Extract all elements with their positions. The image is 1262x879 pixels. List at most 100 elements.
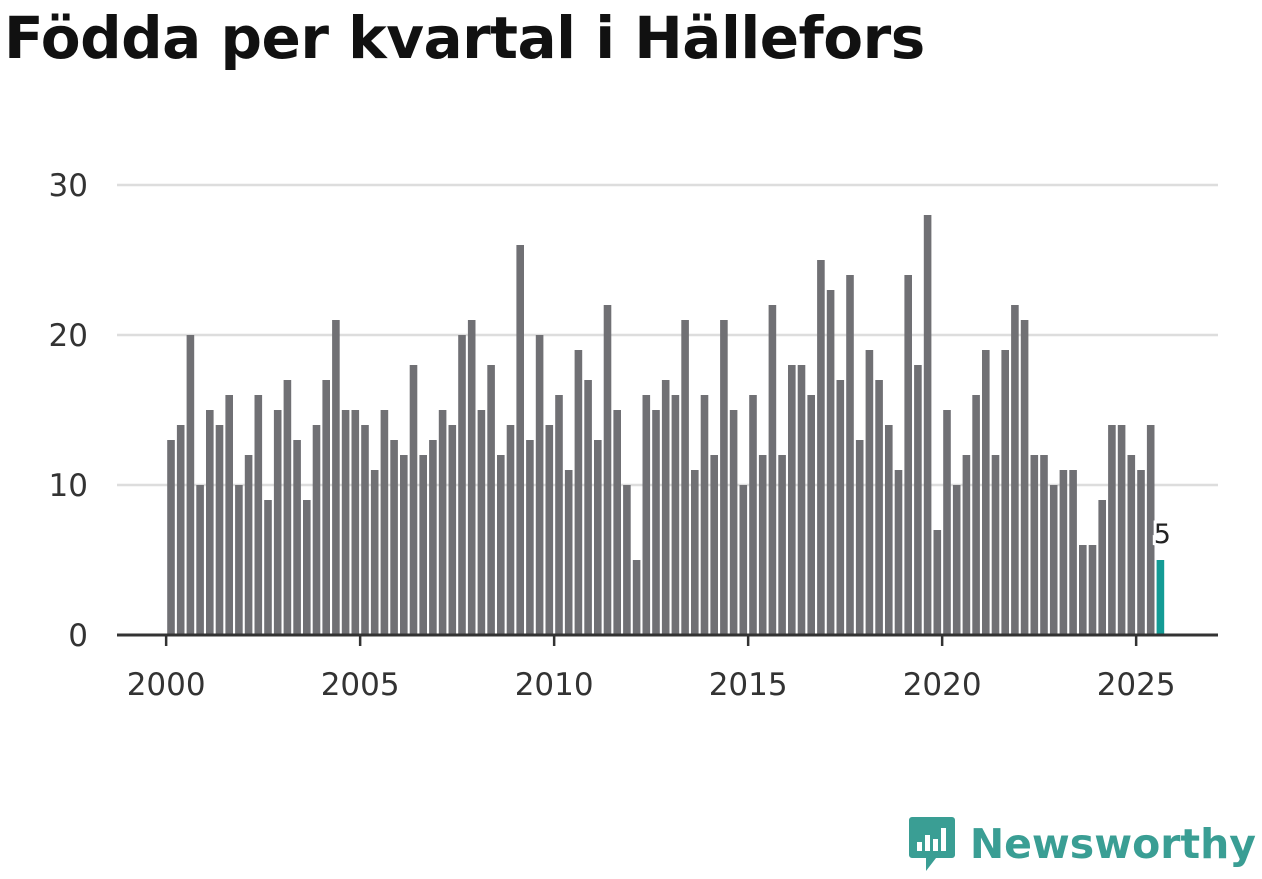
- chart-title: Födda per kvartal i Hällefors: [4, 4, 925, 72]
- bar: [487, 365, 495, 635]
- bar: [526, 440, 534, 635]
- axes: 0 10 20 30 2000 2005 2010 2015 2020 2025: [49, 168, 1218, 703]
- bar: [264, 500, 272, 635]
- y-tick-label-30: 30: [49, 168, 88, 204]
- bar: [846, 275, 854, 635]
- bar: [564, 470, 573, 635]
- y-tick-label-10: 10: [49, 468, 88, 504]
- bar: [390, 440, 398, 635]
- bar: [729, 410, 738, 635]
- bar: [409, 365, 418, 635]
- bar: [875, 380, 883, 635]
- bar: [516, 245, 524, 635]
- bar: [303, 500, 311, 635]
- bar: [885, 425, 893, 635]
- bar: [594, 440, 602, 635]
- bar: [1030, 455, 1039, 635]
- bar: [273, 410, 282, 635]
- bar: [982, 350, 990, 635]
- bar: [914, 365, 922, 635]
- bars: [167, 215, 1165, 635]
- bar: [720, 320, 728, 635]
- bar: [739, 485, 748, 635]
- bar: [1146, 425, 1155, 635]
- bar: [661, 380, 670, 635]
- data-labels: 5: [1151, 516, 1174, 553]
- bar: [322, 380, 330, 635]
- bar: [1059, 470, 1068, 635]
- bar: [700, 395, 709, 635]
- bar: [283, 380, 292, 635]
- y-tick-label-20: 20: [49, 318, 88, 354]
- bar: [254, 395, 263, 635]
- bar: [206, 410, 214, 635]
- bar: [332, 320, 340, 635]
- bar: [1040, 455, 1048, 635]
- bar: [506, 425, 515, 635]
- highlight-value-label: 5: [1154, 519, 1171, 550]
- bar: [1127, 455, 1136, 635]
- bar: [545, 425, 554, 635]
- bar: [361, 425, 369, 635]
- bar: [293, 440, 301, 635]
- bar: [826, 290, 835, 635]
- bar: [438, 410, 447, 635]
- bar: [555, 395, 563, 635]
- bar: [904, 275, 912, 635]
- bar: [817, 260, 825, 635]
- bar: [758, 455, 767, 635]
- bar: [400, 455, 408, 635]
- x-tick-label-2015: 2015: [709, 667, 788, 703]
- bar: [652, 410, 660, 635]
- bar: [1088, 545, 1097, 635]
- bar: [176, 425, 185, 635]
- bar: [312, 425, 321, 635]
- bar: [186, 335, 195, 635]
- brand-logo: Newsworthy: [908, 815, 1256, 873]
- bar: [244, 455, 253, 635]
- bar: [797, 365, 806, 635]
- bar: [807, 395, 815, 635]
- bar: [962, 455, 971, 635]
- bar: [429, 440, 437, 635]
- bar: [225, 395, 233, 635]
- bar: [1001, 350, 1009, 635]
- bar: [788, 365, 796, 635]
- bar: [642, 395, 651, 635]
- bar: [458, 335, 466, 635]
- bar: [749, 395, 757, 635]
- bar: [419, 455, 427, 635]
- bar: [778, 455, 786, 635]
- x-tick-label-2020: 2020: [903, 667, 982, 703]
- brand-name: Newsworthy: [969, 820, 1256, 868]
- bar: [710, 455, 718, 635]
- bar: [923, 215, 932, 635]
- bar: [477, 410, 486, 635]
- bar: [497, 455, 505, 635]
- bar: [952, 485, 961, 635]
- bar: [1137, 470, 1145, 635]
- bar: [1020, 320, 1029, 635]
- bar: [991, 455, 1000, 635]
- bar: [167, 440, 175, 635]
- bar: [855, 440, 864, 635]
- bar: [894, 470, 903, 635]
- bar: [584, 380, 592, 635]
- bar: [1011, 305, 1019, 635]
- bar: [768, 305, 777, 635]
- newsworthy-logo-icon: [908, 817, 955, 871]
- bar: [1069, 470, 1077, 635]
- bar: [448, 425, 457, 635]
- bar: [943, 410, 951, 635]
- bar: [603, 305, 612, 635]
- bar: [380, 410, 389, 635]
- bar: [632, 560, 641, 635]
- x-tick-label-2000: 2000: [127, 667, 206, 703]
- bar: [1098, 500, 1106, 635]
- bar: [574, 350, 583, 635]
- bar-highlight: [1156, 560, 1165, 635]
- x-tick-label-2010: 2010: [515, 667, 594, 703]
- bar: [1049, 485, 1058, 635]
- bar: [1079, 545, 1087, 635]
